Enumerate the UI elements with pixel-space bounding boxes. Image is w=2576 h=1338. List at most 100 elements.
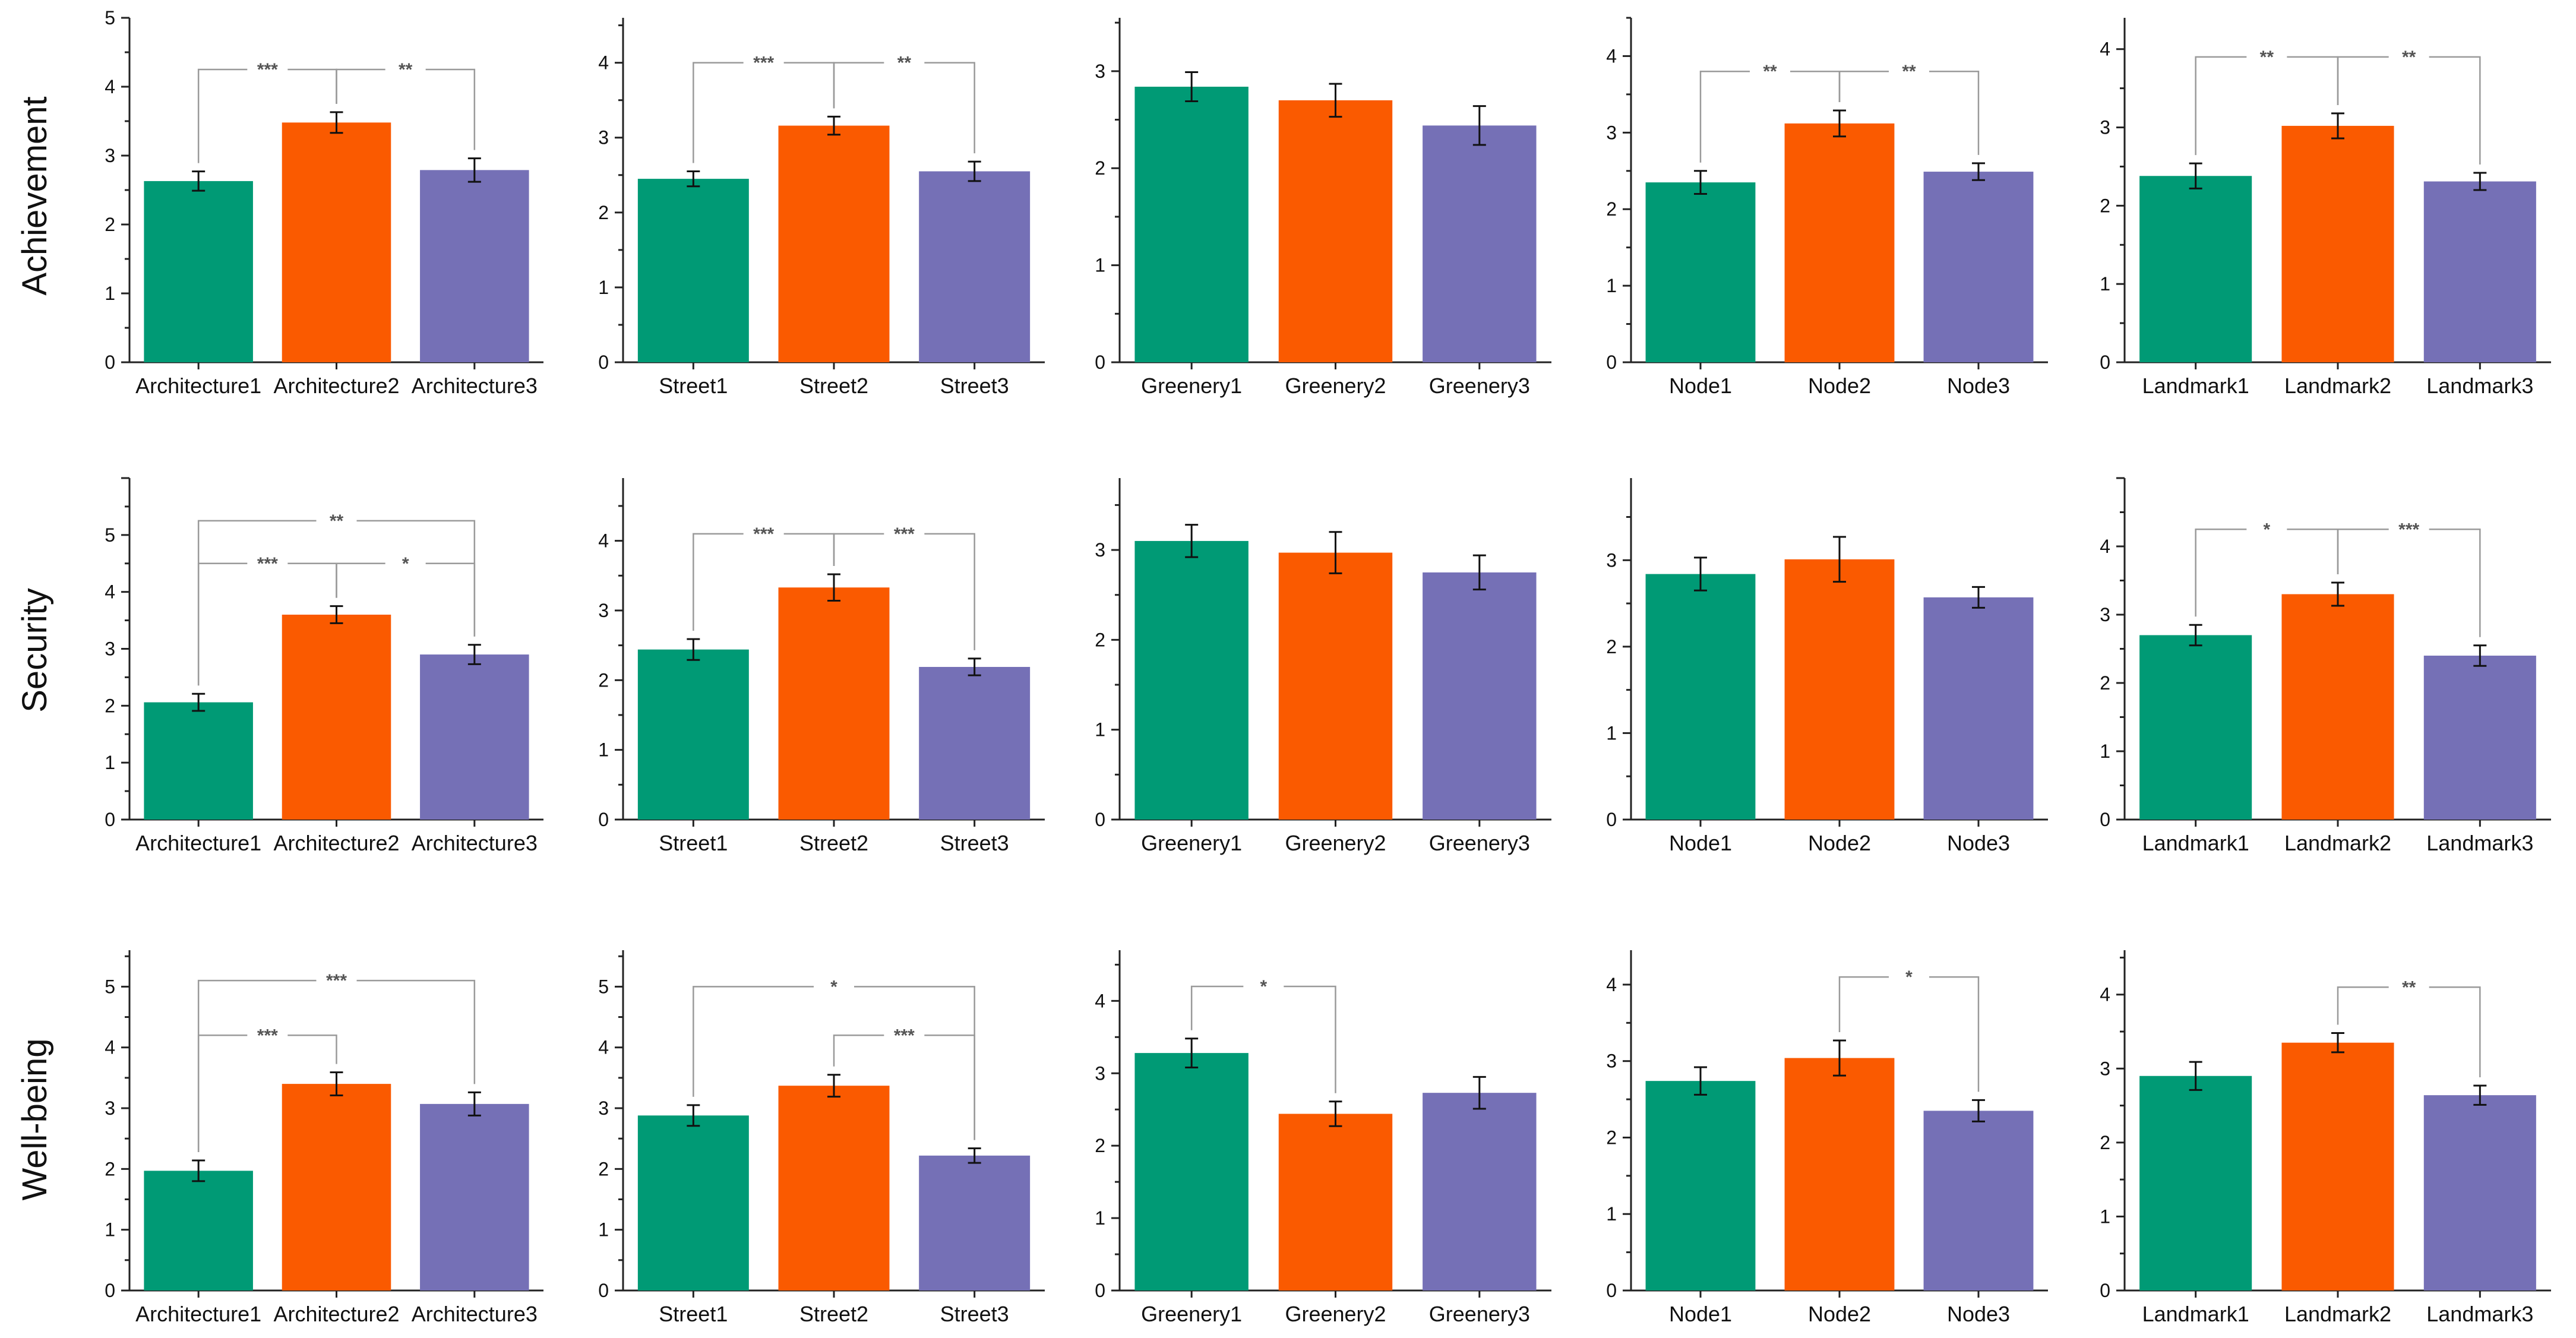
panel-well-being-5: 0 1 2 3 4 Landmark1 Landmark2 Landmark3 **	[2100, 950, 2551, 1326]
y-tick-label: 4	[105, 1037, 115, 1058]
y-tick-label: 3	[105, 638, 115, 660]
bar-node1	[1645, 1081, 1756, 1290]
y-tick-label: 0	[598, 1280, 609, 1301]
x-tick-label-greenery3: Greenery3	[1429, 831, 1530, 855]
y-tick-label: 2	[2100, 672, 2110, 694]
significance-bracket-left	[336, 68, 385, 104]
bar-architecture2	[282, 122, 391, 362]
significance-bracket-left	[2337, 529, 2389, 574]
x-tick-label-landmark1: Landmark1	[2142, 831, 2249, 855]
y-tick-label: 2	[1606, 198, 1617, 220]
y-tick-label: 4	[105, 581, 115, 603]
y-tick-label: 3	[598, 127, 609, 148]
bar-landmark1	[2139, 176, 2252, 362]
y-tick-label: 0	[105, 1280, 115, 1301]
significance-label: ***	[753, 53, 774, 73]
y-tick-label: 0	[1095, 1280, 1105, 1301]
significance-bracket-left	[197, 562, 248, 686]
x-tick-label-street2: Street2	[799, 1302, 868, 1326]
significance-bracket-right	[2429, 56, 2481, 165]
y-tick-label: 4	[1095, 990, 1105, 1011]
bar-greenery1	[1134, 540, 1249, 820]
bar-architecture3	[420, 170, 529, 362]
y-tick-label: 4	[598, 1037, 609, 1058]
significance-label: *	[2263, 520, 2270, 539]
y-tick-label: 0	[2100, 352, 2110, 373]
bar-landmark2	[2281, 1042, 2394, 1290]
y-tick-label: 2	[598, 202, 609, 223]
y-tick-label: 2	[105, 214, 115, 235]
y-tick-label: 1	[105, 283, 115, 304]
x-tick-label-greenery3: Greenery3	[1429, 374, 1530, 398]
significance-bracket-right	[2429, 986, 2481, 1077]
significance-label: *	[830, 977, 837, 997]
panel-security-1: 0 1 2 3 4 5 Architecture1 Architecture2 Architec…	[105, 477, 543, 855]
y-tick-label: 0	[598, 809, 609, 830]
bar-street2	[778, 125, 890, 362]
y-tick-label: 1	[1095, 1207, 1105, 1229]
significance-bracket-right	[425, 68, 476, 150]
bar-greenery3	[1423, 1093, 1537, 1290]
significance-bracket-right	[425, 562, 476, 637]
bar-architecture3	[420, 1103, 529, 1290]
x-tick-label-landmark2: Landmark2	[2284, 831, 2391, 855]
x-tick-label-node3: Node3	[1947, 374, 2010, 398]
significance-label: **	[2260, 48, 2274, 67]
y-tick-label: 3	[105, 145, 115, 166]
significance-bracket-left	[1838, 976, 1889, 1032]
y-tick-label: 1	[598, 1219, 609, 1241]
significance-bracket-left	[833, 62, 884, 109]
y-tick-label: 1	[105, 752, 115, 773]
significance-label: ***	[753, 524, 774, 544]
row-labels: Achievement Security Well-being	[15, 96, 54, 1200]
significance-bracket-right	[924, 62, 975, 154]
x-tick-label-greenery1: Greenery1	[1141, 831, 1242, 855]
row-label-security: Security	[15, 588, 54, 713]
y-tick-label: 2	[598, 669, 609, 691]
y-tick-label: 4	[2100, 984, 2110, 1005]
y-tick-label: 2	[2100, 1132, 2110, 1153]
significance-bracket-right	[287, 68, 337, 104]
bar-node2	[1784, 1058, 1895, 1290]
x-tick-label-landmark3: Landmark3	[2426, 1302, 2533, 1326]
significance-bracket-right	[2287, 529, 2339, 574]
significance-bracket-left	[1699, 70, 1750, 163]
y-tick-label: 0	[598, 352, 609, 373]
bar-greenery3	[1423, 125, 1537, 362]
x-tick-label-landmark1: Landmark1	[2142, 1302, 2249, 1326]
y-tick-label: 0	[105, 809, 115, 830]
y-tick-label: 3	[598, 600, 609, 621]
panel-security-2: 0 1 2 3 4 Street1 Street2 Street3 *** ***	[598, 478, 1045, 855]
y-tick-label: 0	[1606, 352, 1617, 373]
bar-node2	[1784, 123, 1895, 362]
x-tick-label-street1: Street1	[659, 374, 728, 398]
bar-architecture2	[282, 1084, 391, 1290]
y-tick-label: 1	[1606, 275, 1617, 296]
significance-bracket-right	[783, 62, 835, 109]
panel-achievement-3: 0 1 2 3 Greenery1 Greenery2 Greenery3	[1095, 18, 1551, 398]
significance-label: ***	[894, 1026, 915, 1045]
x-tick-label-landmark1: Landmark1	[2142, 374, 2249, 398]
y-tick-label: 2	[1095, 1135, 1105, 1156]
bar-greenery3	[1423, 572, 1537, 820]
x-tick-label-architecture3: Architecture3	[412, 1302, 538, 1326]
y-tick-label: 2	[1606, 1127, 1617, 1148]
bar-street1	[637, 1115, 749, 1290]
significance-label: **	[2402, 978, 2416, 997]
y-tick-label: 3	[1095, 61, 1105, 82]
y-tick-label: 4	[1606, 974, 1617, 995]
bar-architecture1	[144, 181, 253, 362]
significance-bracket-right	[1929, 976, 1980, 1092]
y-tick-label: 0	[1606, 1280, 1617, 1301]
x-tick-label-landmark3: Landmark3	[2426, 374, 2533, 398]
bar-landmark3	[2423, 656, 2536, 820]
y-tick-label: 2	[105, 1158, 115, 1179]
y-tick-label: 1	[105, 1219, 115, 1241]
y-tick-label: 2	[1095, 157, 1105, 179]
bar-greenery2	[1278, 552, 1393, 820]
significance-bracket-left	[336, 562, 385, 598]
significance-label: ***	[326, 971, 347, 991]
